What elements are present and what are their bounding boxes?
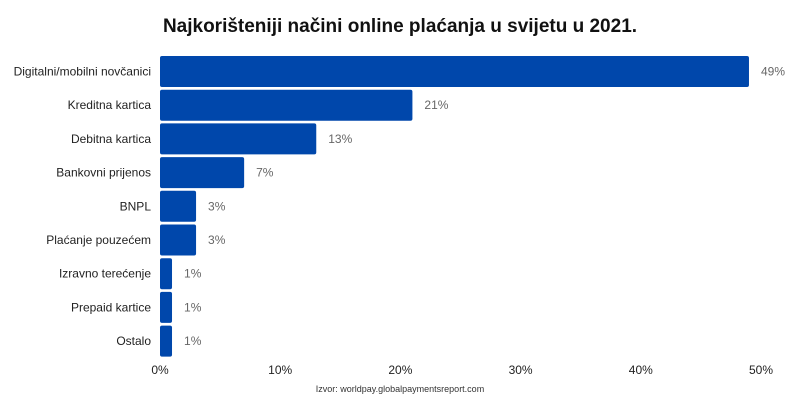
bar (160, 190, 197, 222)
value-label: 49% (761, 65, 785, 79)
bar (160, 291, 173, 323)
value-label: 1% (184, 300, 202, 314)
value-label: 1% (184, 267, 202, 281)
x-tick-label: 30% (509, 363, 533, 377)
x-tick-label: 40% (629, 363, 653, 377)
bar (160, 56, 749, 87)
x-tick-label: 50% (749, 363, 773, 377)
chart-title: Najkorišteniji načini online plaćanja u … (162, 16, 638, 37)
value-label: 1% (184, 334, 202, 348)
category-label: Debitna kartica (71, 132, 151, 146)
bar (160, 89, 413, 121)
value-label: 21% (424, 98, 448, 112)
value-label: 3% (208, 233, 226, 247)
category-label: Prepaid kartice (71, 300, 151, 314)
category-label: Bankovni prijenos (56, 166, 151, 180)
bar (160, 258, 173, 290)
category-label: Izravno terećenje (59, 267, 151, 281)
x-tick-label: 0% (151, 363, 169, 377)
category-label: Digitalni/mobilni novčanici (14, 65, 151, 79)
x-tick-label: 10% (268, 363, 292, 377)
bar (160, 157, 245, 189)
category-label: Ostalo (116, 334, 151, 348)
x-tick-label: 20% (388, 363, 412, 377)
category-label: Plaćanje pouzećem (46, 233, 151, 247)
value-label: 13% (328, 132, 352, 146)
source-note: Izvor: worldpay.globalpaymentsreport.com (315, 384, 485, 394)
value-label: 7% (256, 166, 274, 180)
value-label: 3% (208, 199, 226, 213)
bar (160, 123, 317, 155)
bar (160, 325, 173, 357)
category-label: BNPL (120, 199, 152, 213)
bar (160, 224, 197, 256)
category-label: Kreditna kartica (68, 98, 152, 112)
